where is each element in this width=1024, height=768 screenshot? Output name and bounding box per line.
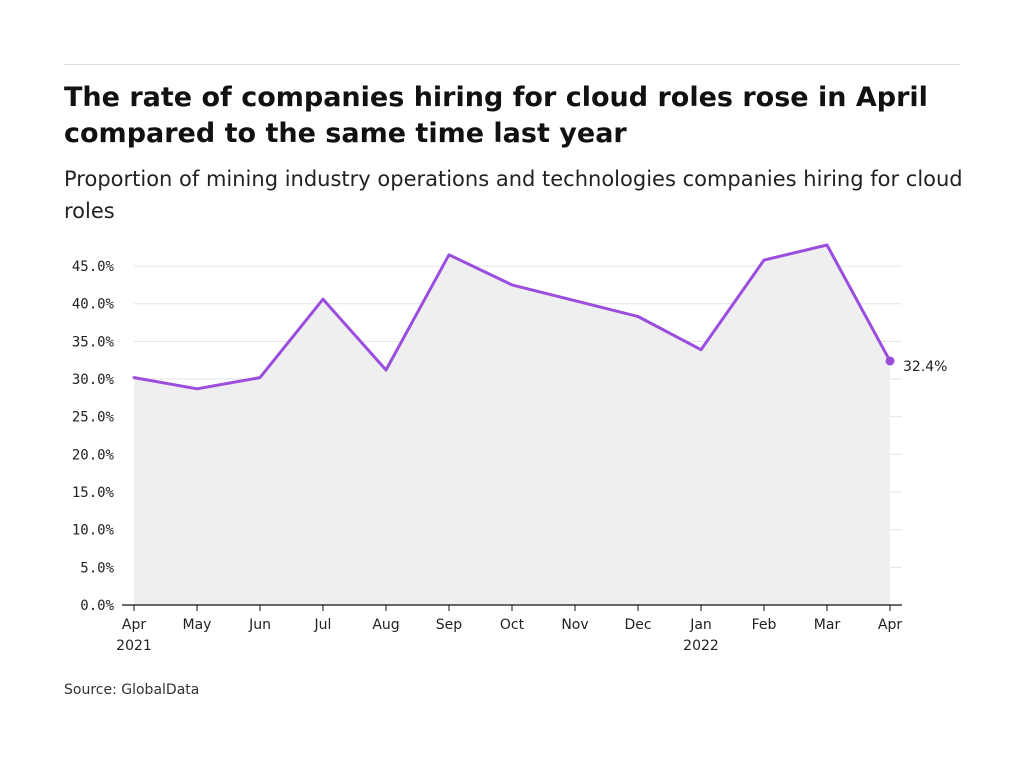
x-tick-label: Jun bbox=[248, 617, 271, 633]
x-tick-label: Sep bbox=[436, 617, 463, 633]
y-axis-ticks: 0.0% 5.0% 10.0% 15.0% 20.0% 25.0% 30.0% 35.0% 40… bbox=[72, 259, 115, 614]
x-tick-label: Oct bbox=[500, 617, 525, 633]
x-tick-label: Jan bbox=[689, 617, 712, 633]
end-point-marker bbox=[885, 356, 895, 366]
y-tick-label: 5.0% bbox=[80, 560, 114, 576]
x-tick-label: 2022 bbox=[683, 638, 719, 654]
y-tick-label: 35.0% bbox=[72, 334, 115, 350]
top-divider bbox=[64, 64, 960, 65]
source-note: Source: GlobalData bbox=[64, 682, 200, 698]
chart-subtitle: Proportion of mining industry operations… bbox=[64, 167, 963, 223]
x-tick-label: Nov bbox=[561, 617, 588, 633]
y-tick-label: 20.0% bbox=[72, 447, 115, 463]
y-tick-label: 40.0% bbox=[72, 297, 115, 313]
x-tick-label: Feb bbox=[752, 617, 777, 633]
series-line bbox=[132, 243, 892, 391]
chart-title: The rate of companies hiring for cloud r… bbox=[64, 82, 928, 149]
y-tick-label: 30.0% bbox=[72, 372, 115, 388]
x-tick-label: May bbox=[183, 617, 212, 633]
y-tick-label: 0.0% bbox=[80, 598, 114, 614]
end-value-label: 32.4% bbox=[903, 359, 947, 375]
y-tick-label: 25.0% bbox=[72, 410, 115, 426]
x-axis-ticks: Apr 2021 May Jun Jul Aug Sep Oct Nov Dec Jan 2022 Fe… bbox=[116, 605, 902, 654]
x-tick-label: Apr bbox=[122, 617, 146, 633]
x-tick-label: Jul bbox=[314, 617, 332, 633]
y-tick-label: 10.0% bbox=[72, 523, 115, 539]
x-tick-label: Dec bbox=[624, 617, 651, 633]
area-fill bbox=[134, 245, 890, 605]
y-tick-label: 45.0% bbox=[72, 259, 115, 275]
x-tick-label: Apr bbox=[878, 617, 902, 633]
y-tick-label: 15.0% bbox=[72, 485, 115, 501]
x-tick-label: Aug bbox=[372, 617, 399, 633]
x-tick-label: 2021 bbox=[116, 638, 152, 654]
x-tick-label: Mar bbox=[814, 617, 841, 633]
